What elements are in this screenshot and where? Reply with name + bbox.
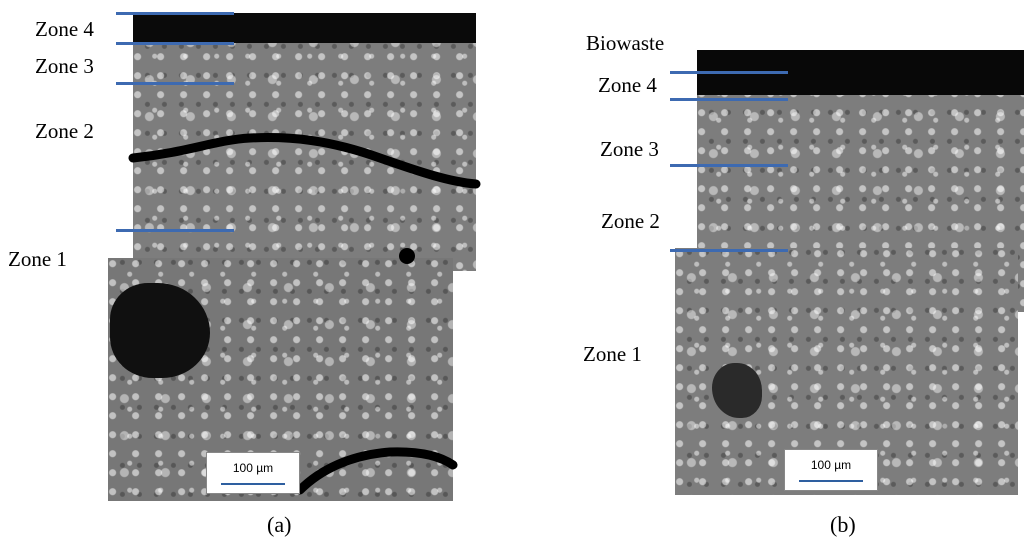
panel-b-zone-line-2 — [670, 98, 788, 101]
panel-a-zone-4-label: Zone 4 — [35, 17, 94, 41]
panel-b-zone-2-label: Zone 2 — [601, 209, 660, 233]
panel-b-zone-line-3 — [670, 164, 788, 167]
panel-a-zone-2-label: Zone 2 — [35, 119, 94, 143]
panel-b-scale-bar-label: 100 µm — [810, 458, 852, 472]
panel-b-surface-label: Biowaste — [586, 31, 665, 55]
panel-b-pore — [712, 363, 762, 418]
panel-a-zone-line-1 — [116, 12, 234, 15]
panel-b-scale-bar-line — [799, 480, 863, 482]
panel-a-zone-line-2 — [116, 42, 234, 45]
panel-a-zone-line-3 — [116, 82, 234, 85]
panel-a-zone-3-label: Zone 3 — [35, 54, 94, 78]
panel-a-caption: (a) — [267, 512, 292, 537]
panel-b-sem-image-lower — [675, 248, 1018, 495]
panel-a-zone-1-label: Zone 1 — [8, 247, 67, 271]
panel-b-scale-bar: 100 µm — [784, 449, 878, 491]
panel-a-scale-bar-label: 100 µm — [232, 461, 274, 475]
panel-a-zone-line-4 — [116, 229, 234, 232]
panel-b-zone-4-label: Zone 4 — [598, 73, 657, 97]
panel-a-scale-bar: 100 µm — [206, 452, 300, 494]
panel-b-zone-3-label: Zone 3 — [600, 137, 659, 161]
panel-b-zone-line-4 — [670, 249, 788, 252]
panel-a-dark-top-edge — [133, 13, 476, 43]
panel-b-zone-line-1 — [670, 71, 788, 74]
panel-b-caption: (b) — [830, 512, 856, 537]
panel-a-scale-bar-line — [221, 483, 285, 485]
panel-b-zone-1-label: Zone 1 — [583, 342, 642, 366]
panel-a-pore — [110, 283, 210, 378]
